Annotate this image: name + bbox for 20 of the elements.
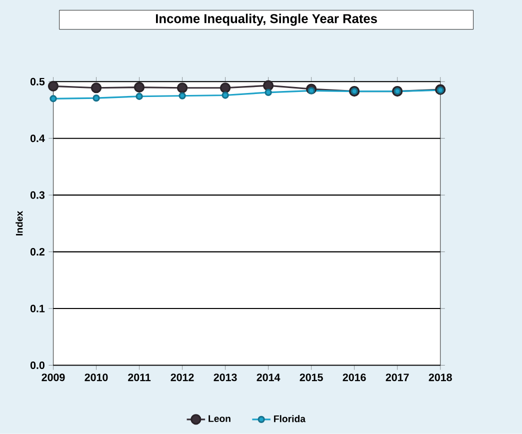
y-tick-label: 0.0 bbox=[30, 362, 44, 370]
x-tick-label: 2009 bbox=[42, 374, 65, 382]
x-tick-label: 2010 bbox=[84, 374, 108, 382]
x-tick-label: 2013 bbox=[214, 374, 237, 382]
y-axis-title: Index bbox=[16, 211, 23, 236]
x-tick-label: 2018 bbox=[428, 374, 452, 382]
legend-label: Leon bbox=[208, 415, 230, 422]
x-tick-label: 2012 bbox=[170, 374, 194, 382]
chart-title: Income Inequality, Single Year Rates bbox=[156, 14, 377, 26]
y-tick-label: 0.1 bbox=[30, 304, 45, 312]
x-tick-label: 2011 bbox=[128, 374, 151, 382]
x-tick-label: 2016 bbox=[342, 374, 366, 382]
legend-label: Florida bbox=[274, 415, 306, 422]
y-tick-label: 0.4 bbox=[30, 134, 45, 142]
y-tick-label: 0.5 bbox=[30, 78, 45, 86]
x-tick-label: 2015 bbox=[300, 374, 323, 382]
x-tick-label: 2014 bbox=[256, 374, 280, 382]
y-tick-label: 0.3 bbox=[30, 191, 45, 199]
x-tick-label: 2017 bbox=[386, 374, 409, 382]
y-tick-label: 0.2 bbox=[30, 248, 44, 256]
